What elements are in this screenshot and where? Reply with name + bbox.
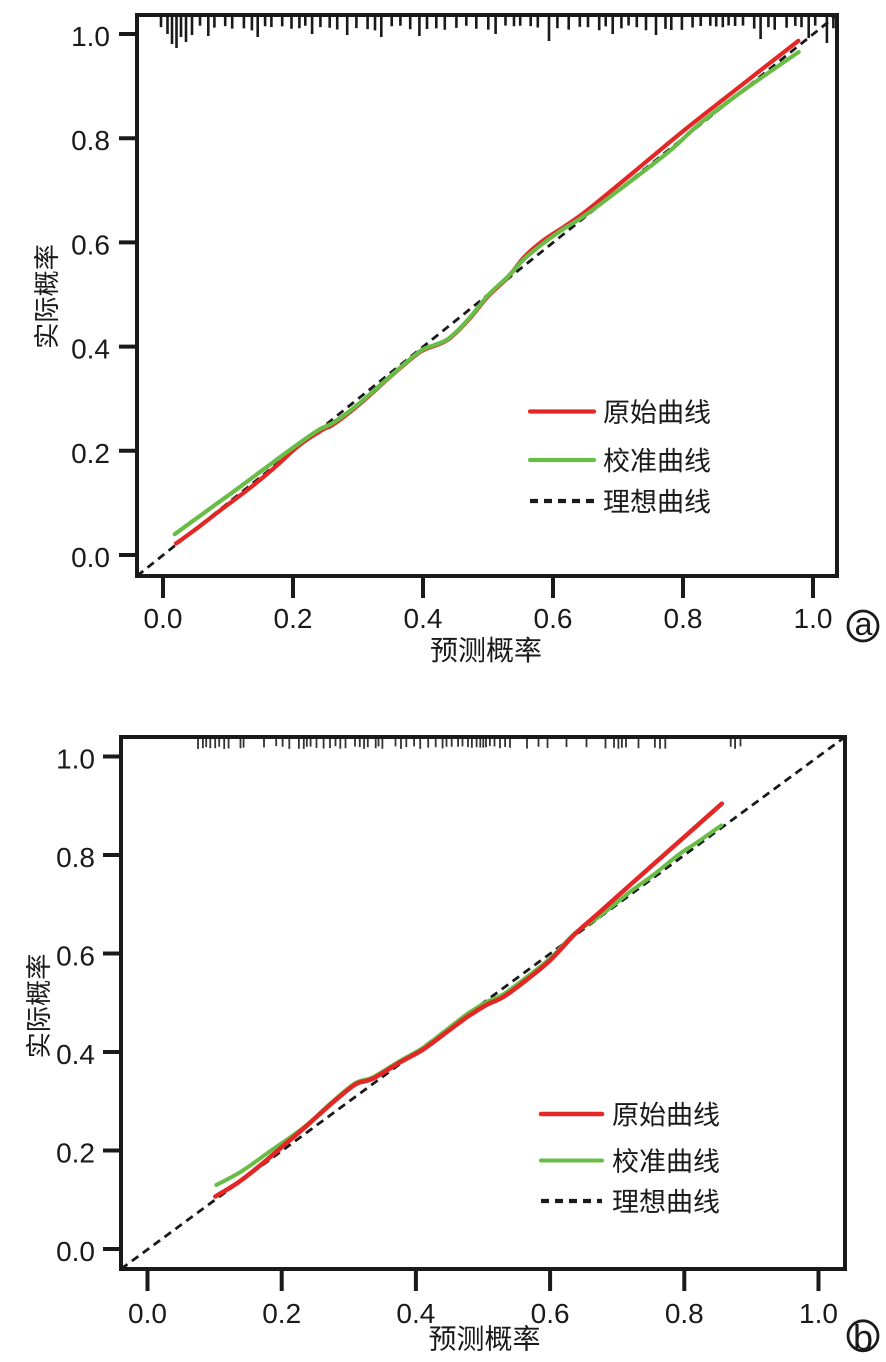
svg-text:0.0: 0.0 xyxy=(71,542,110,573)
svg-text:0.8: 0.8 xyxy=(71,125,110,156)
svg-text:0.8: 0.8 xyxy=(664,603,703,634)
svg-text:0.4: 0.4 xyxy=(56,1039,95,1070)
svg-text:1.0: 1.0 xyxy=(71,21,110,52)
svg-text:0.0: 0.0 xyxy=(144,603,183,634)
svg-text:0.2: 0.2 xyxy=(262,1298,301,1329)
svg-text:0.6: 0.6 xyxy=(534,603,573,634)
svg-text:0.0: 0.0 xyxy=(128,1298,167,1329)
svg-text:1.0: 1.0 xyxy=(56,744,95,775)
svg-text:0.4: 0.4 xyxy=(71,334,110,365)
svg-text:0.4: 0.4 xyxy=(396,1298,435,1329)
svg-text:0.6: 0.6 xyxy=(56,941,95,972)
svg-text:0.2: 0.2 xyxy=(274,603,313,634)
svg-text:0.8: 0.8 xyxy=(665,1298,704,1329)
svg-text:0.6: 0.6 xyxy=(71,229,110,260)
svg-text:0.2: 0.2 xyxy=(56,1138,95,1169)
svg-text:1.0: 1.0 xyxy=(794,603,833,634)
svg-text:a: a xyxy=(855,606,873,642)
svg-text:0.2: 0.2 xyxy=(71,438,110,469)
svg-text:0.8: 0.8 xyxy=(56,842,95,873)
svg-text:0.4: 0.4 xyxy=(404,603,443,634)
svg-text:0.0: 0.0 xyxy=(56,1236,95,1267)
svg-text:1.0: 1.0 xyxy=(799,1298,838,1329)
svg-text:0.6: 0.6 xyxy=(531,1298,570,1329)
svg-text:b: b xyxy=(853,1317,873,1358)
